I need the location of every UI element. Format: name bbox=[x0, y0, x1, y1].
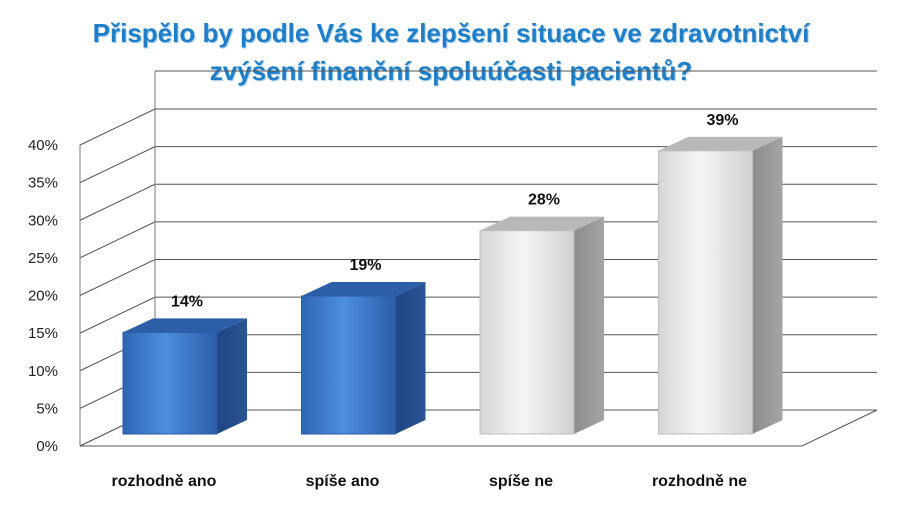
x-tick-label: rozhodně ne bbox=[652, 473, 747, 490]
y-tick-label: 30% bbox=[28, 212, 58, 229]
gridline-depth bbox=[79, 259, 156, 296]
bar-top bbox=[123, 318, 247, 333]
bar-side bbox=[217, 318, 247, 434]
bar-top bbox=[480, 216, 604, 231]
bar-front bbox=[301, 295, 396, 435]
y-tick-label: 20% bbox=[28, 288, 58, 305]
bar bbox=[301, 282, 426, 435]
y-tick-label: 40% bbox=[28, 137, 58, 154]
bar bbox=[122, 318, 247, 435]
gridline-depth bbox=[79, 108, 156, 146]
bar-side bbox=[752, 136, 783, 434]
y-tick-label: 5% bbox=[36, 400, 58, 417]
gridline-depth bbox=[79, 146, 156, 184]
gridline-depth bbox=[79, 221, 156, 259]
y-tick-labels: 0% 5% 10% 15% 20% 25% 30% 35% 40% bbox=[28, 137, 58, 455]
bar-side bbox=[395, 282, 426, 434]
data-label: 19% bbox=[349, 257, 381, 274]
bar-top bbox=[301, 282, 426, 297]
bar-front bbox=[122, 331, 218, 435]
chart-title-line-1: Přispělo by podle Vás ke zlepšení situac… bbox=[92, 18, 810, 48]
bar-top bbox=[658, 136, 783, 151]
y-tick-label: 25% bbox=[28, 250, 58, 267]
y-tick-label: 0% bbox=[36, 438, 58, 455]
y-tick-label: 35% bbox=[28, 175, 58, 192]
data-label: 28% bbox=[528, 192, 560, 209]
gridline-depth bbox=[79, 296, 156, 334]
y-tick-label: 10% bbox=[28, 363, 58, 380]
y-tick-label: 15% bbox=[28, 325, 58, 342]
x-tick-label: spíše ano bbox=[306, 473, 380, 490]
x-tick-label: rozhodně ano bbox=[112, 473, 217, 490]
x-tick-label: spíše ne bbox=[489, 473, 553, 490]
data-label: 39% bbox=[706, 112, 738, 129]
data-label: 14% bbox=[171, 293, 203, 310]
bar-front bbox=[479, 230, 575, 435]
bar-front bbox=[658, 150, 753, 435]
bar bbox=[479, 216, 604, 435]
bar-side bbox=[574, 216, 604, 434]
bar bbox=[658, 136, 783, 435]
gridline-depth bbox=[79, 183, 156, 221]
bars: 14% rozhodně ano 19% spíše ano 28% spíše ne 39… bbox=[112, 112, 783, 490]
